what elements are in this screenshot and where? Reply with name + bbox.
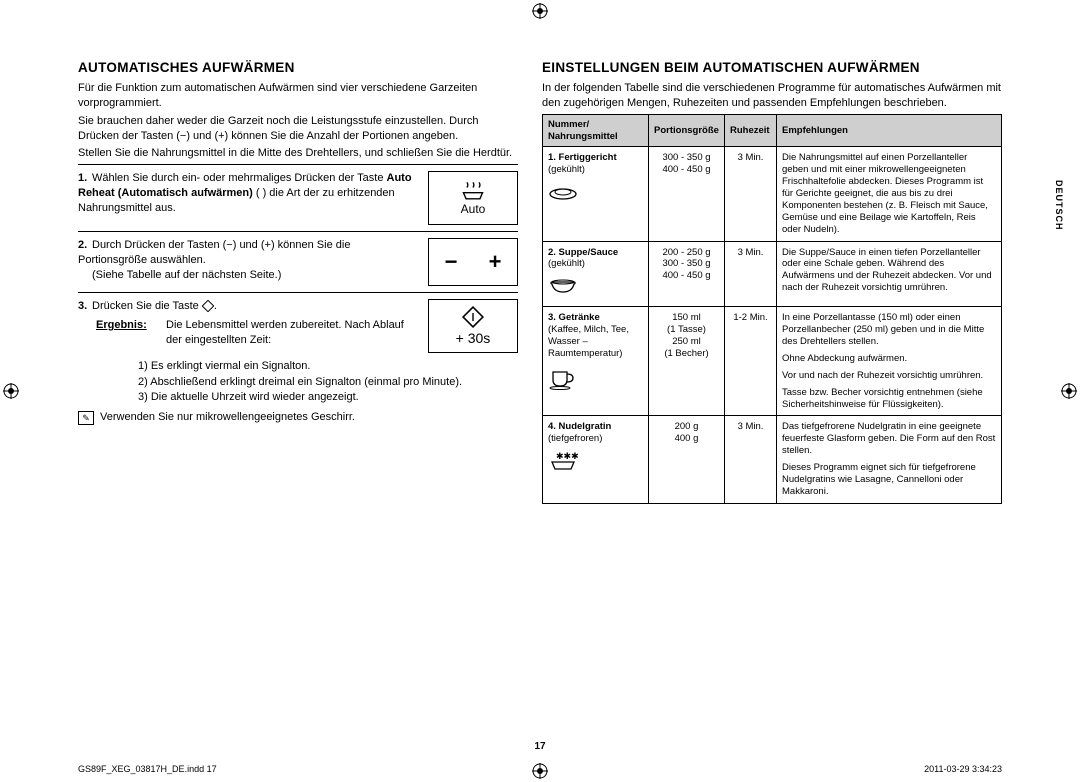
- settings-table: Nummer/ Nahrungsmittel Portionsgröße Ruh…: [542, 114, 1002, 504]
- result-item-2: 2) Abschließend erklingt dreimal ein Sig…: [138, 375, 518, 390]
- step-1-text-a: Wählen Sie durch ein- oder mehrmaliges D…: [92, 172, 387, 184]
- table-row: 3. Getränke (Kaffee, Milch, Tee, Wasser …: [543, 307, 1002, 416]
- heading-auto-reheat: AUTOMATISCHES AUFWÄRMEN: [78, 60, 518, 75]
- th-number-food: Nummer/ Nahrungsmittel: [543, 114, 649, 147]
- th-rest: Ruhezeit: [725, 114, 777, 147]
- intro-para-1: Für die Funktion zum automatischen Aufwä…: [78, 81, 518, 111]
- th-portion: Portionsgröße: [649, 114, 725, 147]
- step-1-row: 1.Wählen Sie durch ein- oder mehrmaliges…: [78, 164, 518, 232]
- button-auto-label: Auto: [461, 202, 486, 216]
- step-2-row: 2.Durch Drücken der Tasten (−) und (+) k…: [78, 232, 518, 293]
- table-row: 1. Fertiggericht (gekühlt) 300 - 350 g 4…: [543, 147, 1002, 241]
- crop-mark-top: [532, 3, 548, 19]
- table-row: 2. Suppe/Sauce (gekühlt) 200 - 250 g 300…: [543, 241, 1002, 307]
- result-text: Die Lebensmittel werden zubereitet. Nach…: [166, 318, 420, 348]
- minus-icon: −: [445, 249, 458, 275]
- note-icon: ✎: [78, 411, 94, 425]
- button-minus-plus: − +: [428, 238, 518, 286]
- button-auto-reheat: Auto: [428, 171, 518, 225]
- result-item-1: 1) Es erklingt viermal ein Signalton.: [138, 359, 518, 374]
- step-2-text-b: (Siehe Tabelle auf der nächsten Seite.): [92, 268, 281, 283]
- note-text: Verwenden Sie nur mikrowellengeeignetes …: [100, 411, 355, 423]
- heading-settings: EINSTELLUNGEN BEIM AUTOMATISCHEN AUFWÄRM…: [542, 60, 1002, 75]
- result-label: Ergebnis:: [96, 318, 166, 348]
- intro-para-3: Stellen Sie die Nahrungsmittel in die Mi…: [78, 146, 518, 161]
- settings-intro: In der folgenden Tabelle sind die versch…: [542, 81, 1002, 111]
- table-row: 4. Nudelgratin (tiefgefroren) ✱✱✱ 200 g …: [543, 416, 1002, 503]
- crop-mark-right: [1061, 383, 1077, 399]
- step-2-text-a: Durch Drücken der Tasten (−) und (+) kön…: [78, 239, 350, 266]
- cup-icon: [548, 366, 643, 397]
- diamond-inline-icon: [202, 300, 214, 312]
- svg-text:✱✱✱: ✱✱✱: [556, 451, 578, 461]
- plus-icon: +: [489, 249, 502, 275]
- gratin-icon: ✱✱✱: [548, 451, 643, 478]
- th-rec: Empfehlungen: [777, 114, 1002, 147]
- plate-icon: [548, 182, 643, 207]
- result-item-3: 3) Die aktuelle Uhrzeit wird wieder ange…: [138, 390, 518, 405]
- crop-mark-left: [3, 383, 19, 399]
- diamond-icon: [462, 306, 484, 328]
- bowl-icon: [548, 276, 643, 301]
- footer-timestamp: 2011-03-29 3:34:23: [924, 764, 1002, 774]
- intro-para-2: Sie brauchen daher weder die Garzeit noc…: [78, 114, 518, 144]
- step-3-text: Drücken Sie die Taste: [92, 300, 202, 312]
- language-tab: DEUTSCH: [1054, 180, 1064, 231]
- button-plus-30s: + 30s: [428, 299, 518, 353]
- steam-icon: [460, 180, 486, 202]
- page-number: 17: [534, 741, 545, 752]
- crop-mark-bottom: [532, 763, 548, 779]
- button-30s-label: + 30s: [456, 330, 491, 346]
- footer-filename: GS89F_XEG_03817H_DE.indd 17: [78, 764, 217, 774]
